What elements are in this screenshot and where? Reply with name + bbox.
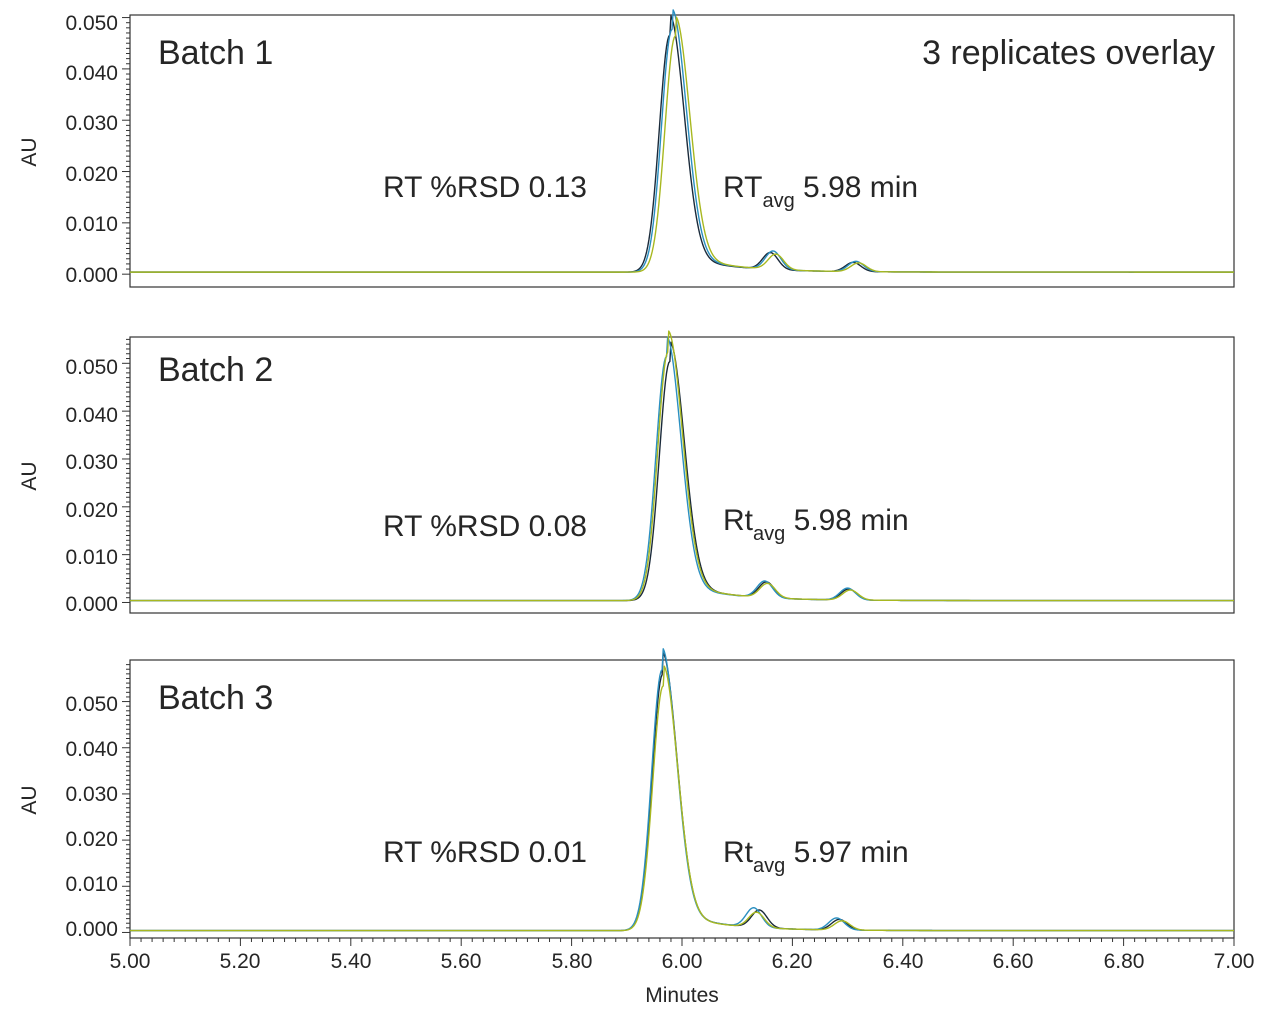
y-ticks-2 bbox=[122, 338, 130, 603]
y-tick-label: 0.020 bbox=[65, 163, 118, 186]
y-tick-label: 0.050 bbox=[65, 693, 118, 716]
y-tick-label: 0.000 bbox=[65, 918, 118, 941]
replicate-trace-3 bbox=[130, 16, 1234, 273]
rt-value: 5.97 min bbox=[794, 836, 909, 869]
x-tick-label: 5.00 bbox=[110, 950, 151, 973]
traces-1 bbox=[130, 9, 1234, 273]
rsd-annotation: RT %RSD 0.08 bbox=[383, 510, 587, 543]
y-tick-label: 0.000 bbox=[65, 593, 118, 616]
plot-frame-3 bbox=[129, 659, 1235, 939]
y-tick-label: 0.050 bbox=[65, 356, 118, 379]
rt-prefix: Rt bbox=[723, 504, 754, 537]
panel-batch-2: 0.000 0.010 0.020 0.030 0.040 0.050 AU B… bbox=[18, 330, 1235, 616]
x-tick-label: 6.60 bbox=[993, 950, 1034, 973]
replicate-trace-3 bbox=[130, 330, 1234, 602]
rsd-annotation: RT %RSD 0.13 bbox=[383, 171, 587, 204]
x-tick-label: 5.40 bbox=[331, 950, 372, 973]
x-tick-label: 5.80 bbox=[552, 950, 593, 973]
x-ticks bbox=[129, 938, 1235, 946]
x-tick-label: 6.80 bbox=[1104, 950, 1145, 973]
rt-subscript: avg bbox=[753, 523, 785, 545]
x-tick-label: 5.20 bbox=[220, 950, 261, 973]
y-tick-label: 0.010 bbox=[65, 213, 118, 236]
batch-label: Batch 3 bbox=[158, 679, 273, 717]
rt-subscript: avg bbox=[762, 190, 794, 212]
y-axis-2: 0.000 0.010 0.020 0.030 0.040 0.050 bbox=[65, 338, 130, 616]
replicate-trace-2 bbox=[130, 336, 1234, 602]
x-tick-label: 6.00 bbox=[662, 950, 703, 973]
rt-avg-annotation: Rtavg 5.98 min bbox=[723, 504, 909, 545]
x-tick-label: 6.20 bbox=[772, 950, 813, 973]
rt-avg-annotation: RTavg 5.98 min bbox=[723, 171, 918, 212]
y-axis-title: AU bbox=[18, 461, 41, 490]
y-ticks-3 bbox=[122, 664, 130, 933]
x-tick-label: 5.60 bbox=[441, 950, 482, 973]
y-ticks-1 bbox=[122, 17, 130, 275]
replicate-trace-1 bbox=[130, 652, 1234, 932]
x-axis: 5.00 5.20 5.40 5.60 5.80 6.00 6.20 6.40 … bbox=[110, 938, 1255, 973]
replicate-trace-3 bbox=[130, 665, 1234, 932]
rt-value: 5.98 min bbox=[803, 171, 918, 204]
y-tick-label: 0.010 bbox=[65, 546, 118, 569]
rt-prefix: Rt bbox=[723, 836, 754, 869]
rt-avg-annotation: Rtavg 5.97 min bbox=[723, 836, 909, 877]
y-tick-label: 0.050 bbox=[65, 12, 118, 35]
y-tick-label: 0.000 bbox=[65, 264, 118, 287]
rsd-annotation: RT %RSD 0.01 bbox=[383, 836, 587, 869]
y-tick-label: 0.030 bbox=[65, 451, 118, 474]
traces-3 bbox=[130, 648, 1234, 932]
y-axis-3: 0.000 0.010 0.020 0.030 0.040 0.050 bbox=[65, 664, 130, 941]
y-axis-title: AU bbox=[18, 785, 41, 814]
y-tick-label: 0.040 bbox=[65, 62, 118, 85]
replicate-trace-2 bbox=[130, 648, 1234, 932]
y-tick-label: 0.020 bbox=[65, 828, 118, 851]
replicate-trace-1 bbox=[130, 341, 1234, 602]
y-tick-label: 0.030 bbox=[65, 112, 118, 135]
rt-prefix: RT bbox=[723, 171, 762, 204]
y-tick-label: 0.040 bbox=[65, 404, 118, 427]
y-axis-1: 0.000 0.010 0.020 0.030 0.040 0.050 bbox=[65, 12, 130, 287]
x-axis-title: Minutes bbox=[645, 984, 719, 1007]
traces-2 bbox=[130, 330, 1234, 602]
panel-batch-3: 0.000 0.010 0.020 0.030 0.040 0.050 AU B… bbox=[18, 648, 1235, 941]
plot-frame-2 bbox=[129, 336, 1235, 614]
batch-label: Batch 1 bbox=[158, 34, 273, 72]
y-tick-label: 0.030 bbox=[65, 783, 118, 806]
rt-value: 5.98 min bbox=[794, 504, 909, 537]
batch-label: Batch 2 bbox=[158, 351, 273, 389]
overlay-label: 3 replicates overlay bbox=[922, 34, 1215, 72]
x-tick-label: 6.40 bbox=[883, 950, 924, 973]
x-tick-label: 7.00 bbox=[1214, 950, 1255, 973]
y-tick-label: 0.020 bbox=[65, 499, 118, 522]
rt-subscript: avg bbox=[753, 855, 785, 877]
y-axis-title: AU bbox=[18, 137, 41, 166]
y-tick-label: 0.010 bbox=[65, 873, 118, 896]
y-tick-label: 0.040 bbox=[65, 738, 118, 761]
panel-batch-1: 0.000 0.010 0.020 0.030 0.040 0.050 AU B… bbox=[18, 9, 1235, 288]
